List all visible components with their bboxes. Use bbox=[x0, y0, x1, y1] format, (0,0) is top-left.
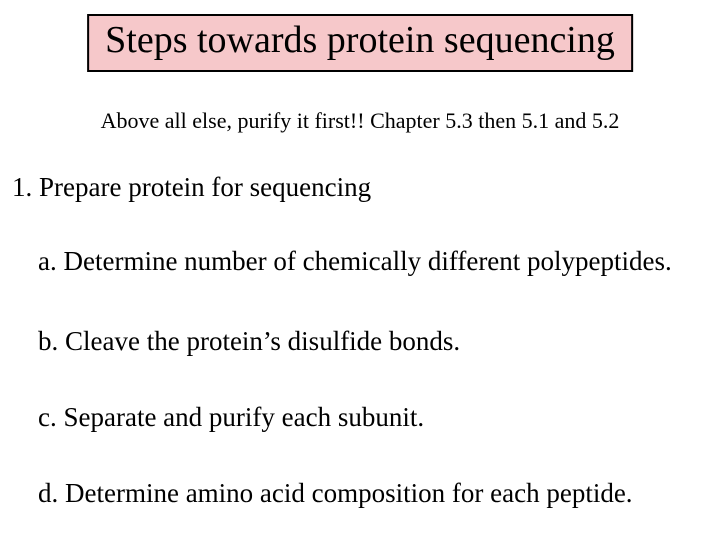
slide-title: Steps towards protein sequencing bbox=[105, 19, 615, 61]
slide-subtitle: Above all else, purify it first!! Chapte… bbox=[0, 108, 720, 134]
body-item-1a: a. Determine number of chemically differ… bbox=[38, 246, 672, 277]
body-item-1b: b. Cleave the protein’s disulfide bonds. bbox=[38, 326, 460, 357]
slide: Steps towards protein sequencing Above a… bbox=[0, 0, 720, 540]
body-item-1d: d. Determine amino acid composition for … bbox=[38, 478, 633, 509]
title-box: Steps towards protein sequencing bbox=[87, 14, 633, 72]
body-item-1c: c. Separate and purify each subunit. bbox=[38, 402, 424, 433]
body-item-1: 1. Prepare protein for sequencing bbox=[12, 172, 371, 203]
